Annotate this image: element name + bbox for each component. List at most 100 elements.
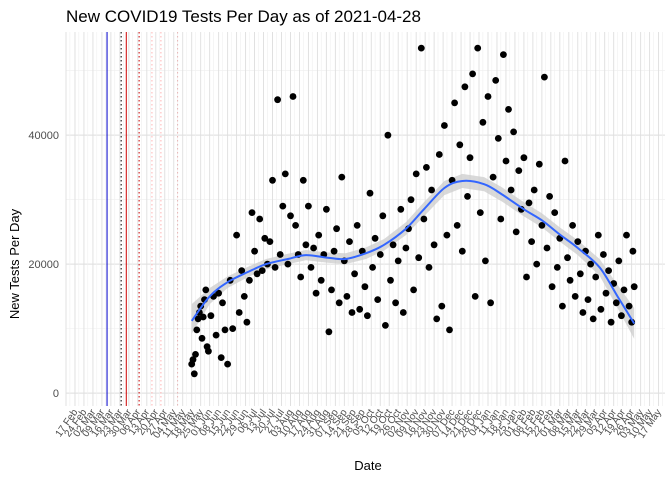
data-point	[202, 286, 210, 294]
data-point	[505, 106, 512, 113]
data-point	[205, 347, 212, 355]
data-point	[587, 260, 594, 268]
data-point	[520, 154, 528, 162]
y-tick-label: 40000	[28, 130, 59, 142]
data-point	[441, 122, 448, 129]
data-point	[594, 231, 602, 239]
data-point	[453, 222, 461, 229]
data-point	[233, 231, 241, 239]
data-point	[618, 312, 625, 320]
data-point	[219, 299, 226, 307]
data-point	[302, 241, 310, 249]
data-point	[412, 170, 420, 178]
data-point	[315, 231, 323, 239]
data-point	[251, 247, 258, 255]
data-point	[546, 193, 553, 200]
data-points	[188, 44, 638, 378]
data-point	[193, 326, 201, 334]
data-point	[464, 193, 471, 200]
data-point	[217, 354, 225, 361]
data-point	[530, 186, 538, 194]
data-point	[333, 225, 340, 233]
data-point	[620, 286, 628, 294]
data-point	[497, 215, 505, 223]
data-point	[266, 238, 274, 246]
data-point	[271, 264, 279, 271]
data-point	[369, 264, 376, 271]
data-point	[399, 309, 407, 316]
data-point	[256, 215, 264, 223]
data-point	[543, 244, 551, 252]
reference-lines	[106, 32, 179, 406]
data-point	[397, 205, 405, 213]
data-point	[364, 312, 371, 320]
data-point	[343, 293, 351, 300]
data-point	[533, 260, 541, 268]
data-point	[589, 315, 597, 323]
y-axis-ticks: 0 20000 40000	[28, 130, 59, 400]
data-point	[258, 267, 266, 274]
data-point	[240, 293, 248, 300]
data-point	[571, 293, 579, 300]
data-point	[523, 273, 530, 281]
data-point	[502, 157, 510, 165]
data-point	[600, 251, 607, 258]
data-point	[190, 370, 198, 378]
data-point	[417, 44, 425, 52]
data-point	[551, 209, 559, 217]
data-point	[248, 209, 256, 217]
data-point	[489, 173, 497, 181]
data-point	[346, 238, 353, 246]
data-point	[474, 44, 482, 52]
data-point	[371, 234, 379, 242]
data-point	[564, 254, 571, 262]
data-point	[487, 299, 494, 307]
data-point	[597, 305, 605, 313]
data-point	[479, 118, 487, 126]
y-tick-label: 20000	[28, 259, 59, 271]
data-point	[576, 270, 584, 278]
data-point	[379, 212, 387, 220]
data-point	[192, 351, 199, 358]
data-point	[246, 276, 253, 284]
data-point	[307, 264, 315, 271]
data-point	[274, 96, 281, 104]
data-point	[482, 257, 489, 265]
data-point	[510, 128, 517, 136]
data-point	[389, 241, 397, 249]
grid-lines	[65, 32, 665, 406]
data-point	[535, 160, 543, 168]
data-point	[428, 186, 435, 194]
data-point	[281, 170, 289, 178]
data-point	[512, 228, 520, 236]
data-point	[207, 312, 215, 320]
trend-confidence-band	[191, 173, 635, 339]
data-point	[299, 176, 307, 184]
data-point	[353, 222, 361, 229]
data-point	[566, 276, 574, 284]
data-point	[402, 244, 410, 252]
data-point	[238, 267, 246, 274]
data-point	[361, 283, 369, 291]
data-point	[629, 247, 637, 255]
data-point	[561, 157, 569, 165]
data-point	[229, 325, 237, 332]
data-point	[376, 251, 384, 258]
data-point	[224, 360, 232, 368]
confidence-band	[191, 173, 635, 339]
data-point	[387, 276, 394, 284]
data-point	[430, 241, 438, 249]
data-point	[548, 283, 556, 291]
data-point	[494, 135, 502, 142]
data-point	[276, 251, 284, 258]
data-point	[605, 267, 612, 274]
data-point	[261, 234, 269, 242]
data-point	[469, 70, 476, 78]
data-point	[382, 322, 389, 329]
data-point	[553, 264, 561, 271]
data-point	[500, 51, 507, 58]
data-point	[615, 257, 623, 265]
data-point	[407, 196, 415, 204]
data-point	[415, 254, 423, 262]
